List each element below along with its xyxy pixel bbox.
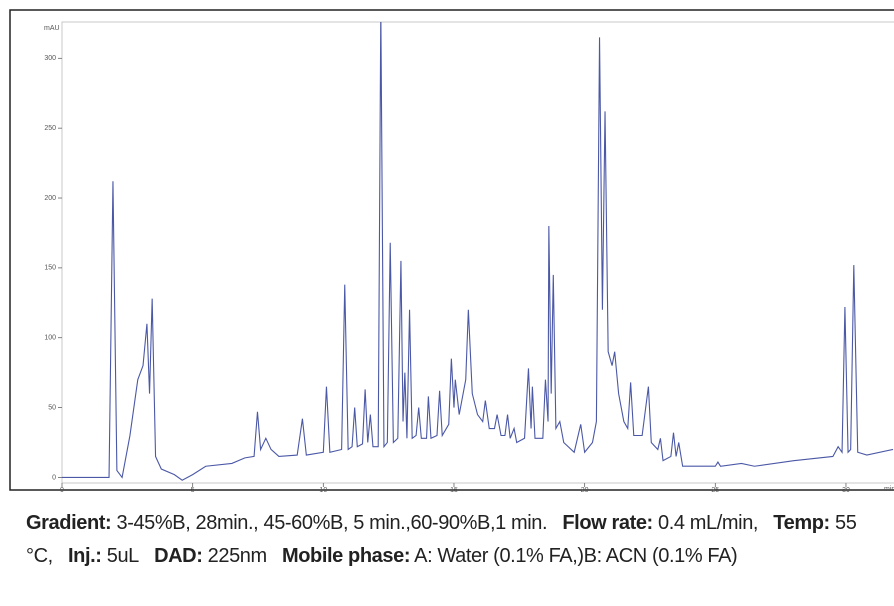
y-tick-label: 100 bbox=[44, 335, 56, 342]
y-tick-label: 50 bbox=[48, 404, 56, 411]
x-tick-label: 5 bbox=[191, 487, 195, 492]
y-tick-label: 150 bbox=[44, 265, 56, 272]
caption-label: Gradient: bbox=[26, 512, 112, 534]
x-axis-label: min bbox=[884, 486, 894, 492]
caption-label: Mobile phase: bbox=[281, 545, 411, 567]
caption-item: Inj.: 5uL bbox=[68, 545, 139, 567]
caption-item: Gradient: 3-45%B, 28min., 45-60%B, 5 min… bbox=[26, 512, 548, 534]
caption-item: Temp: 55 °C, bbox=[26, 512, 857, 567]
caption-text: 225nm bbox=[207, 545, 268, 567]
caption-text: 0.4 mL/min, bbox=[658, 512, 759, 534]
plot-frame bbox=[61, 21, 894, 484]
caption-item: Mobile phase: A: Water (0.1% FA,)B: ACN … bbox=[281, 545, 738, 567]
x-tick-label: 10 bbox=[319, 487, 327, 492]
y-tick-label: 200 bbox=[44, 195, 56, 202]
frame bbox=[9, 9, 894, 491]
x-tick-label: 30 bbox=[842, 487, 850, 492]
caption-text: 5uL bbox=[106, 545, 140, 567]
caption-item: Flow rate: 0.4 mL/min, bbox=[562, 512, 758, 534]
caption-label: DAD: bbox=[154, 545, 203, 567]
x-tick-label: 20 bbox=[581, 487, 589, 492]
caption-text: 55 °C, bbox=[26, 512, 857, 567]
y-tick-label: 300 bbox=[44, 55, 56, 62]
y-tick-label: 250 bbox=[44, 125, 56, 132]
chart: mAU min 0 50 100 150 200 250 300 0 5 10 15 20 25 30 bbox=[9, 9, 894, 492]
caption: Gradient: 3-45%B, 28min., 45-60%B, 5 min… bbox=[26, 507, 886, 573]
caption-label: Temp: bbox=[773, 512, 830, 534]
caption-text: 3-45%B, 28min., 45-60%B, 5 min.,60-90%B,… bbox=[116, 512, 548, 534]
caption-text: A: Water (0.1% FA,)B: ACN (0.1% FA) bbox=[414, 545, 738, 567]
y-axis-label: mAU bbox=[44, 25, 60, 32]
x-tick-label: 0 bbox=[60, 487, 64, 492]
y-tick-label: 0 bbox=[52, 474, 56, 481]
x-tick-label: 25 bbox=[711, 487, 719, 492]
caption-item: DAD: 225nm bbox=[154, 545, 267, 567]
caption-label: Flow rate: bbox=[562, 512, 653, 534]
trace bbox=[62, 22, 894, 481]
x-tick-label: 15 bbox=[450, 487, 458, 492]
caption-label: Inj.: bbox=[67, 545, 102, 567]
